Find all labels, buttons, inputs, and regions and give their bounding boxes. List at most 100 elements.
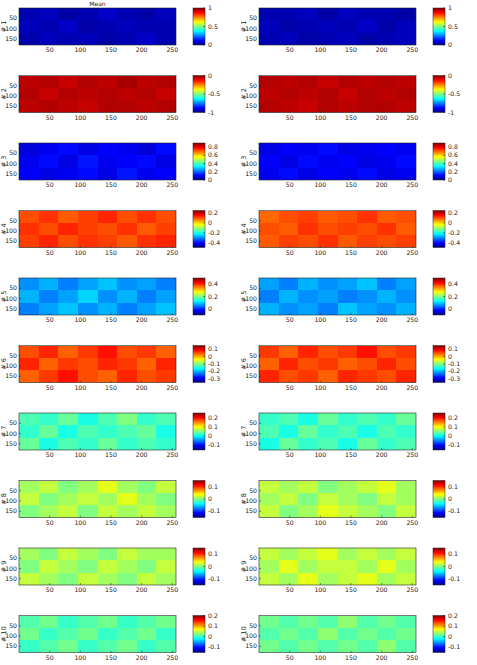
colorbar-tick-label: 0.2 [208,209,218,216]
x-tick-label: 150 [345,654,357,661]
x-tick-label: 50 [286,654,294,661]
x-tick-label: 100 [314,46,326,53]
x-tick [350,381,351,383]
cell [19,425,39,438]
cells [19,211,176,248]
colorbar-tick [443,511,445,512]
x-tick-label: 100 [74,519,86,526]
cell [137,548,157,561]
cell [357,303,377,315]
x-tick [381,313,382,315]
x-tick [80,516,81,518]
cell [357,235,377,247]
x-tick-label: 200 [136,46,148,53]
colorbar-tick-label: 0 [448,353,452,360]
cell [338,346,358,359]
cell [19,211,39,224]
x-tick [49,516,50,518]
cell [78,640,98,652]
x-tick [172,651,173,653]
colorbar-tick [443,75,445,76]
x-tick [110,178,111,180]
panel: 5010015020025050100150# 7-0.100.10.2 [0,413,220,458]
cell [357,505,377,517]
colorbar-tick-label: -1 [448,109,454,116]
y-tick-label: 50 [249,554,257,561]
cell [377,278,397,291]
y-tick-label: 150 [245,35,257,42]
cell [98,616,118,629]
cell [117,168,137,180]
colorbar-tick [443,426,445,427]
cell [117,303,137,315]
x-tick-label: 100 [314,519,326,526]
cell [19,235,39,247]
cell [357,155,377,168]
cell [396,290,416,303]
y-tick [259,28,261,29]
cell [338,573,358,585]
cell [259,235,279,247]
y-tick-label: 150 [5,237,17,244]
y-tick-label: 50 [249,284,257,291]
cell [117,88,137,101]
cell [357,143,377,156]
colorbar-tick-label: 1 [448,4,452,11]
y-tick [19,625,21,626]
cell [19,370,39,382]
colorbar [193,481,205,518]
cell [19,505,39,517]
colorbar-tick-label: 0.1 [448,622,458,629]
x-tick-label: 150 [105,451,117,458]
cell [78,358,98,371]
cell [156,88,176,101]
x-tick-label: 100 [314,316,326,323]
cell [279,100,299,112]
cell [279,358,299,371]
cell [259,425,279,438]
cell [357,640,377,652]
cell [137,573,157,585]
cell [357,548,377,561]
cell [338,548,358,561]
x-tick-label: 50 [46,249,54,256]
cell [279,640,299,652]
x-tick [320,178,321,180]
cell [19,358,39,371]
x-tick-label: 50 [46,114,54,121]
cell [78,425,98,438]
cell [298,628,318,641]
colorbar-tick-label: 0 [208,633,212,640]
cell [117,290,137,303]
x-tick [110,246,111,248]
cell [39,8,59,21]
cell [279,481,299,494]
cell [318,235,338,247]
cell [357,20,377,33]
colorbar-tick-label: -0.1 [208,643,220,650]
cell [117,346,137,359]
cell [357,358,377,371]
cell [338,88,358,101]
x-tick-label: 200 [136,114,148,121]
x-tick-label: 50 [46,451,54,458]
colorbar-tick [203,615,205,616]
cell [357,628,377,641]
x-tick-label: 100 [74,181,86,188]
cell [98,548,118,561]
cell [156,370,176,382]
panel: 5010015020025050100150# 100.51 [240,4,458,53]
colorbar-tick [443,578,445,579]
x-tick-label: 250 [406,451,418,458]
cell [58,168,78,180]
cell [39,278,59,291]
colorbar-tick [443,171,445,172]
y-label: # 4 [0,223,8,235]
y-tick [259,173,261,174]
colorbar-tick [203,75,205,76]
x-tick-label: 100 [314,451,326,458]
cells [19,413,176,450]
colorbar-tick [443,566,445,567]
cell [39,76,59,89]
cell [279,8,299,21]
